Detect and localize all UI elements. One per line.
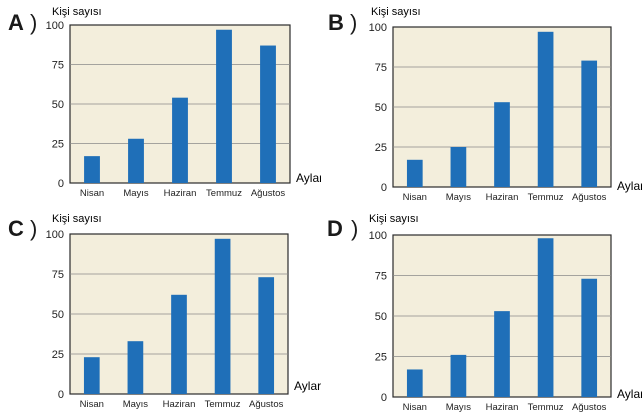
bar-nisan bbox=[406, 159, 423, 187]
x-tick-label: Ağustos bbox=[251, 188, 286, 199]
bar-mayıs bbox=[127, 341, 144, 394]
bar-ağustos bbox=[258, 277, 275, 394]
bar-temmuz bbox=[537, 31, 554, 187]
y-tick-label: 100 bbox=[369, 230, 387, 242]
bar-ağustos bbox=[581, 60, 598, 187]
y-tick-label: 0 bbox=[381, 182, 387, 194]
option-paren: ) bbox=[350, 10, 358, 35]
y-axis-label: Kişi sayısı bbox=[52, 6, 102, 18]
bar-mayıs bbox=[128, 138, 144, 183]
x-tick-label: Nisan bbox=[403, 402, 427, 413]
x-tick-label: Haziran bbox=[486, 402, 519, 413]
x-tick-label: Mayıs bbox=[446, 192, 472, 203]
x-tick-label: Ağustos bbox=[572, 402, 607, 413]
option-paren: ) bbox=[30, 10, 38, 35]
chart-panel-b: B ) Kişi sayısı 0 25 50 75 100 Nisan Mayıs Hazi… bbox=[321, 0, 642, 208]
y-tick-label: 50 bbox=[52, 309, 64, 321]
x-tick-label: Temmuz bbox=[528, 402, 564, 413]
option-letter: A bbox=[8, 10, 24, 35]
x-tick-label: Temmuz bbox=[205, 399, 241, 410]
y-tick-label: 50 bbox=[375, 311, 387, 323]
bar-chart-d: Kişi sayısı 0 25 50 75 100 Nisan Mayıs Haziran T… bbox=[369, 213, 642, 413]
y-tick-label: 0 bbox=[58, 178, 64, 190]
y-axis-label: Kişi sayısı bbox=[52, 213, 102, 225]
y-tick-label: 50 bbox=[375, 102, 387, 114]
bar-mayıs bbox=[450, 147, 467, 187]
x-tick-label: Ağustos bbox=[249, 399, 284, 410]
x-axis-label: Aylar bbox=[617, 387, 642, 401]
y-tick-label: 25 bbox=[375, 352, 387, 364]
y-tick-label: 75 bbox=[375, 271, 387, 283]
bar-nisan bbox=[406, 369, 423, 397]
option-paren: ) bbox=[351, 216, 359, 241]
option-letter: C bbox=[8, 216, 24, 241]
x-tick-label: Haziran bbox=[163, 399, 196, 410]
x-tick-label: Mayıs bbox=[123, 188, 149, 199]
x-axis-label: Aylar bbox=[294, 379, 321, 393]
x-tick-label: Temmuz bbox=[206, 188, 242, 199]
x-tick-label: Nisan bbox=[80, 399, 104, 410]
x-axis-label: Aylar bbox=[617, 179, 642, 193]
bar-haziran bbox=[494, 311, 510, 397]
x-tick-label: Temmuz bbox=[528, 192, 564, 203]
y-axis-label: Kişi sayısı bbox=[371, 6, 421, 18]
option-paren: ) bbox=[30, 216, 38, 241]
y-tick-label: 25 bbox=[52, 349, 64, 361]
x-axis-label: Aylar bbox=[296, 171, 321, 185]
bar-haziran bbox=[171, 294, 187, 394]
y-tick-label: 25 bbox=[375, 142, 387, 154]
y-tick-label: 0 bbox=[381, 392, 387, 404]
option-letter: B bbox=[328, 10, 344, 35]
x-tick-label: Nisan bbox=[403, 192, 427, 203]
y-tick-label: 0 bbox=[58, 389, 64, 401]
bar-temmuz bbox=[216, 29, 232, 183]
x-tick-label: Haziran bbox=[164, 188, 197, 199]
y-tick-label: 100 bbox=[46, 20, 64, 32]
x-tick-label: Mayıs bbox=[446, 402, 472, 413]
y-tick-label: 100 bbox=[46, 229, 64, 241]
chart-panel-a: A ) Kişi sayısı 0 25 50 75 100 Nisan Mayıs Hazi… bbox=[0, 0, 321, 208]
y-tick-label: 50 bbox=[52, 99, 64, 111]
bar-ağustos bbox=[581, 278, 598, 397]
chart-panel-d: D ) Kişi sayısı 0 25 50 75 100 Nisan Mayıs Hazi… bbox=[321, 208, 642, 416]
bar-haziran bbox=[494, 102, 510, 187]
bar-ağustos bbox=[260, 45, 276, 183]
bar-nisan bbox=[83, 357, 100, 394]
x-tick-label: Haziran bbox=[486, 192, 519, 203]
y-tick-label: 75 bbox=[52, 60, 64, 72]
bar-chart-c: Kişi sayısı 0 25 50 75 100 Nisan Mayıs Haziran T… bbox=[46, 213, 321, 410]
y-axis-label: Kişi sayısı bbox=[369, 213, 419, 225]
x-tick-label: Ağustos bbox=[572, 192, 607, 203]
y-tick-label: 75 bbox=[375, 62, 387, 74]
chart-panel-c: C ) Kişi sayısı 0 25 50 75 100 Nisan Mayıs Hazi… bbox=[0, 208, 321, 416]
x-tick-label: Mayıs bbox=[123, 399, 149, 410]
option-letter: D bbox=[327, 216, 343, 241]
bar-chart-b: Kişi sayısı 0 25 50 75 100 Nisan Mayıs Haziran T… bbox=[369, 6, 642, 203]
y-tick-label: 100 bbox=[369, 22, 387, 34]
bar-nisan bbox=[84, 156, 100, 183]
bar-haziran bbox=[172, 97, 188, 183]
bar-chart-a: Kişi sayısı 0 25 50 75 100 Nisan Mayıs Haziran T… bbox=[46, 6, 321, 199]
bar-temmuz bbox=[214, 238, 231, 394]
x-tick-label: Nisan bbox=[80, 188, 104, 199]
y-tick-label: 25 bbox=[52, 139, 64, 151]
bar-temmuz bbox=[537, 238, 554, 397]
y-tick-label: 75 bbox=[52, 269, 64, 281]
bar-mayıs bbox=[450, 354, 467, 397]
